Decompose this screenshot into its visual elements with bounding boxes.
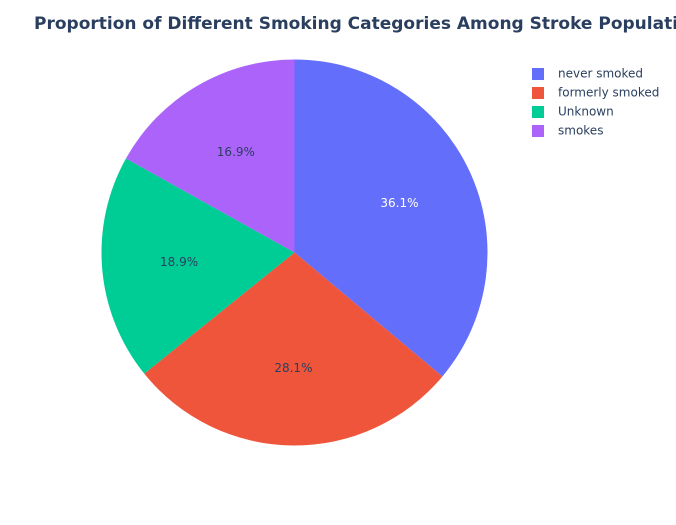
pie-slice-labels: 36.1% 28.1% 18.9% 16.9% [160, 145, 418, 375]
legend-label-never-smoked: never smoked [558, 67, 643, 81]
legend-label-unknown: Unknown [558, 105, 614, 119]
legend-swatch-formerly-smoked [532, 87, 544, 99]
legend-item-formerly-smoked[interactable]: formerly smoked [532, 86, 659, 100]
legend-swatch-unknown [532, 106, 544, 118]
legend-label-smokes: smokes [558, 124, 603, 138]
pie-slice-unknown[interactable] [101, 158, 295, 374]
legend[interactable]: never smoked formerly smoked Unknown smokes [532, 67, 659, 138]
legend-item-smokes[interactable]: smokes [532, 124, 603, 138]
slice-label-never-smoked: 36.1% [380, 196, 418, 210]
slice-label-formerly-smoked: 28.1% [274, 361, 312, 375]
legend-swatch-smokes [532, 125, 544, 137]
pie-slices [101, 59, 488, 446]
pie-slice-never-smoked[interactable] [294, 59, 488, 377]
pie-slice-smokes[interactable] [125, 59, 295, 253]
pie-slice-formerly-smoked[interactable] [144, 252, 443, 446]
slice-label-unknown: 18.9% [160, 255, 198, 269]
legend-label-formerly-smoked: formerly smoked [558, 86, 659, 100]
legend-item-never-smoked[interactable]: never smoked [532, 67, 643, 81]
chart-title: Proportion of Different Smoking Categori… [34, 14, 676, 34]
legend-item-unknown[interactable]: Unknown [532, 105, 614, 119]
legend-swatch-never-smoked [532, 68, 544, 80]
slice-label-smokes: 16.9% [217, 145, 255, 159]
